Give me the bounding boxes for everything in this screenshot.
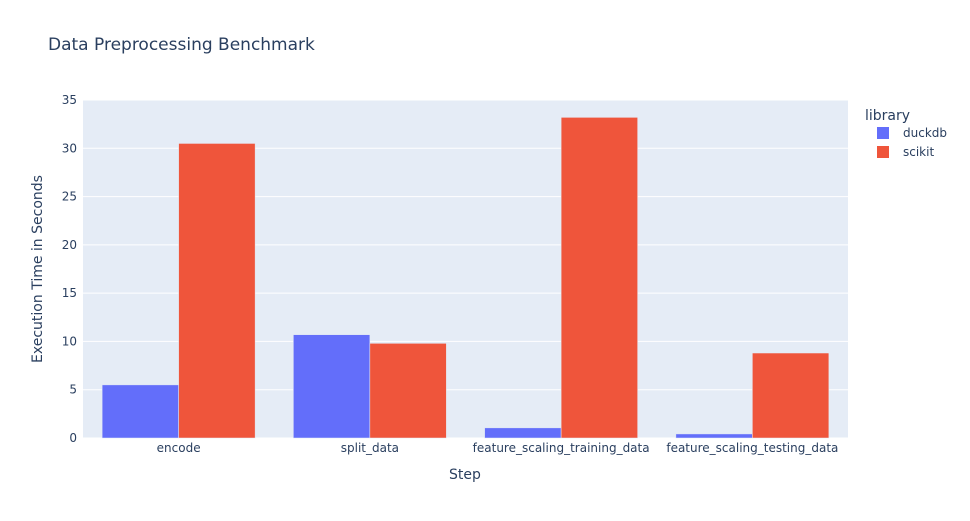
legend-swatch-duckdb[interactable]	[877, 127, 889, 139]
y-tick-label: 30	[62, 141, 77, 155]
bar-scikit-feature_scaling_testing_data[interactable]	[752, 352, 830, 439]
bar-duckdb-feature_scaling_training_data[interactable]	[484, 427, 562, 439]
legend: duckdb scikit	[877, 126, 947, 159]
x-axis-label: Step	[449, 467, 481, 483]
legend-title: library	[865, 108, 910, 124]
legend-swatch-scikit[interactable]	[877, 146, 889, 158]
y-tick-label: 20	[62, 238, 77, 252]
y-tick-label: 5	[69, 383, 77, 397]
bar-duckdb-split_data[interactable]	[293, 334, 371, 439]
x-tick-label: encode	[157, 441, 201, 455]
legend-label-scikit[interactable]: scikit	[903, 145, 934, 159]
y-tick-label: 25	[62, 190, 77, 204]
y-tick-label: 15	[62, 286, 77, 300]
y-tick-label: 0	[69, 431, 77, 445]
bar-scikit-feature_scaling_training_data[interactable]	[560, 117, 638, 439]
chart-title: Data Preprocessing Benchmark	[48, 35, 315, 55]
x-tick-label: feature_scaling_testing_data	[666, 441, 838, 455]
y-axis-label: Execution Time in Seconds	[30, 175, 46, 363]
y-tick-label: 10	[62, 334, 77, 348]
x-tick-label: feature_scaling_training_data	[473, 441, 650, 455]
bar-duckdb-encode[interactable]	[101, 384, 179, 439]
x-tick-label: split_data	[341, 441, 399, 455]
bar-scikit-encode[interactable]	[178, 143, 256, 439]
legend-label-duckdb[interactable]: duckdb	[903, 126, 947, 140]
bar-duckdb-feature_scaling_testing_data[interactable]	[675, 433, 753, 439]
bar-scikit-split_data[interactable]	[369, 343, 447, 439]
y-tick-label: 35	[62, 93, 77, 107]
